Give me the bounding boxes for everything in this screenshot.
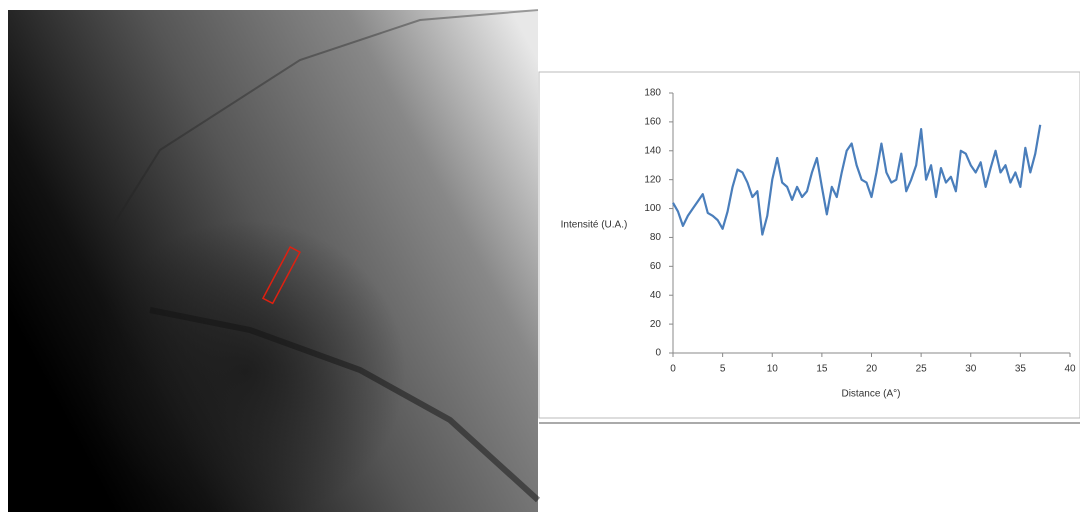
y-tick-label: 180 [644, 88, 661, 99]
y-tick-label: 140 [644, 145, 661, 156]
x-tick-label: 35 [1015, 364, 1027, 375]
flake-fold [149, 307, 541, 503]
y-tick-label: 20 [650, 319, 662, 330]
x-tick-label: 0 [670, 364, 676, 375]
x-tick-label: 25 [916, 364, 928, 375]
y-axis-label: Intensité (U.A.) [561, 220, 628, 231]
line-series [672, 124, 1042, 236]
x-tick-label: 10 [767, 364, 779, 375]
plot: 0 20 40 60 80 100 120 140 160 180 0 5 10 15 20 25 30 35 40 [644, 88, 1076, 375]
x-axis-label: Distance (A°) [841, 389, 900, 400]
y-tick-label: 160 [644, 117, 661, 128]
y-tick-label: 0 [655, 348, 661, 359]
x-tick-label: 40 [1064, 364, 1076, 375]
selection-box [261, 246, 301, 305]
x-tick-label: 30 [965, 364, 977, 375]
y-tick-label: 60 [650, 261, 662, 272]
micrograph [8, 9, 541, 512]
y-tick-label: 40 [650, 290, 662, 301]
flake-edge [109, 9, 539, 231]
x-tick-label: 15 [816, 364, 828, 375]
x-tick-label: 5 [720, 364, 726, 375]
chart-frame [538, 71, 1080, 419]
y-tick-label: 120 [644, 174, 661, 185]
y-tick-label: 80 [650, 232, 662, 243]
micrograph-shadow [8, 10, 538, 512]
x-tick-label: 20 [866, 364, 878, 375]
y-tick-label: 100 [644, 203, 661, 214]
